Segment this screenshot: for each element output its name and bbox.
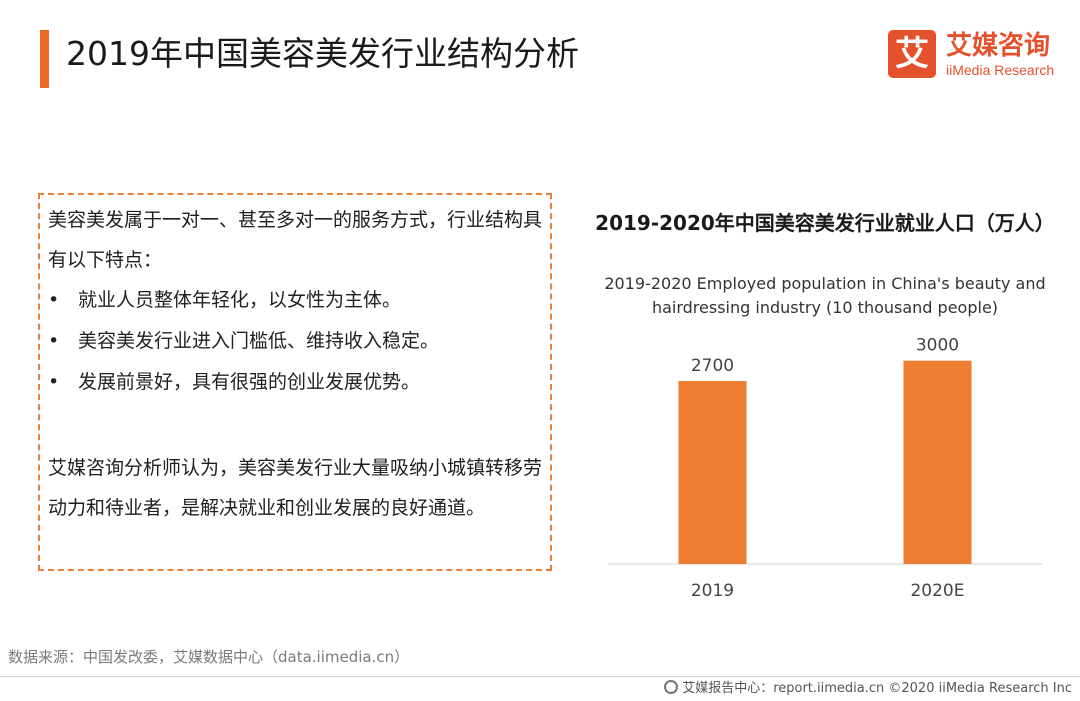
feature-text: 发展前景好，具有很强的创业发展优势。: [78, 371, 421, 393]
feature-text: 就业人员整体年轻化，以女性为主体。: [78, 289, 402, 311]
bullet-dot: •: [48, 330, 60, 352]
bar-2019: [678, 381, 747, 564]
title-accent-bar: [40, 30, 49, 88]
x-tick-2019: 2019: [691, 581, 734, 601]
data-label-2020E: 3000: [916, 336, 959, 356]
chart-subtitle: 2019-2020 Employed population in China's…: [604, 274, 1046, 317]
analyst-paragraph: 艾媒咨询分析师认为，美容美发行业大量吸纳小城镇转移劳动力和待业者，是解决就业和创…: [48, 457, 543, 519]
globe-icon: [664, 680, 679, 694]
bullet-dot: •: [48, 371, 60, 393]
feature-text: 美容美发行业进入门槛低、维持收入稳定。: [78, 330, 440, 352]
intro-paragraph: 美容美发属于一对一、甚至多对一的服务方式，行业结构具有以下特点：: [48, 209, 543, 271]
logo-english-name: iiMedia Research: [946, 62, 1055, 78]
data-source: 数据来源：中国发改委，艾媒数据中心（data.iimedia.cn）: [8, 648, 410, 666]
feature-item: • 美容美发行业进入门槛低、维持收入稳定。: [48, 321, 439, 362]
footer-copyright: 艾媒报告中心：report.iimedia.cn ©2020 iiMedia R…: [664, 679, 1072, 699]
feature-item: • 就业人员整体年轻化，以女性为主体。: [48, 280, 439, 321]
data-label-2019: 2700: [691, 356, 734, 376]
bullet-dot: •: [48, 289, 60, 311]
logo-chinese-name: 艾媒咨询: [946, 31, 1051, 61]
feature-list: • 就业人员整体年轻化，以女性为主体。 • 美容美发行业进入门槛低、维持收入稳定…: [48, 280, 439, 403]
chart-title: 2019-2020年中国美容美发行业就业人口（万人）: [595, 211, 1055, 235]
bar-2020E: [903, 360, 972, 564]
logo-mark: 艾: [888, 30, 936, 78]
footer-divider: [0, 676, 1080, 677]
brand-logo: 艾 艾媒咨询 iiMedia Research: [888, 30, 1063, 82]
page-title: 2019年中国美容美发行业结构分析: [66, 34, 579, 73]
copyright-text: 艾媒报告中心：report.iimedia.cn ©2020 iiMedia R…: [682, 681, 1072, 696]
x-tick-2020E: 2020E: [910, 581, 964, 601]
bar-chart: 2700 2019 3000 2020E: [608, 336, 1042, 601]
feature-item: • 发展前景好，具有很强的创业发展优势。: [48, 362, 439, 403]
analysis-text-box: 美容美发属于一对一、甚至多对一的服务方式，行业结构具有以下特点： • 就业人员整…: [38, 193, 552, 571]
